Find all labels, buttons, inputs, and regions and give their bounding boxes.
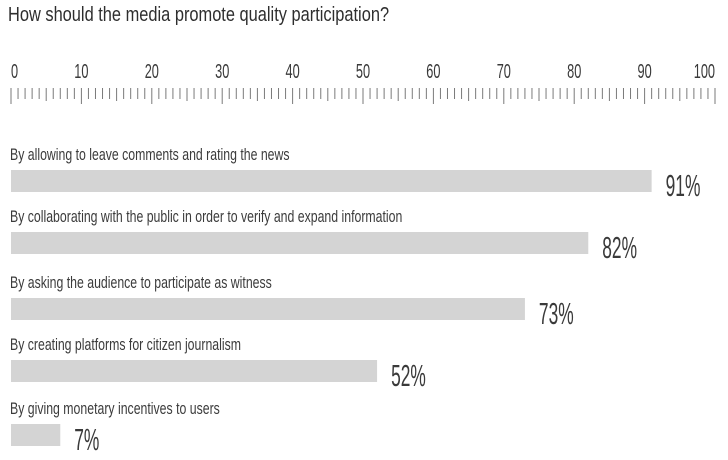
category-label: By giving monetary incentives to users [10,400,220,418]
bar [11,424,61,446]
bar [11,360,378,382]
x-tick-label: 100 [694,60,715,83]
value-label: 91% [666,169,701,203]
category-label: By asking the audience to participate as… [10,274,272,292]
bar [11,170,652,192]
bar-group: By allowing to leave comments and rating… [10,146,700,457]
category-label: By creating platforms for citizen journa… [10,336,241,354]
value-label: 73% [539,297,574,331]
bar [11,232,589,254]
x-tick-label: 0 [11,60,18,83]
chart-title: How should the media promote quality par… [8,4,390,26]
x-tick-label: 80 [567,60,581,83]
x-tick-label: 50 [356,60,370,83]
percentage-ruler: 0 10 20 30 40 50 60 70 80 90 100 [10,60,716,104]
category-label: By collaborating with the public in orde… [10,208,402,226]
bar [11,298,525,320]
category-label: By allowing to leave comments and rating… [10,146,290,164]
x-tick-label: 70 [497,60,511,83]
x-tick-label: 40 [286,60,300,83]
value-label: 82% [602,231,637,265]
x-tick-label: 30 [215,60,229,83]
x-tick-label: 10 [74,60,88,83]
x-tick-label: 20 [145,60,159,83]
x-tick-label: 60 [426,60,440,83]
value-label: 7% [74,423,99,457]
x-tick-label: 90 [638,60,652,83]
value-label: 52% [391,359,426,393]
